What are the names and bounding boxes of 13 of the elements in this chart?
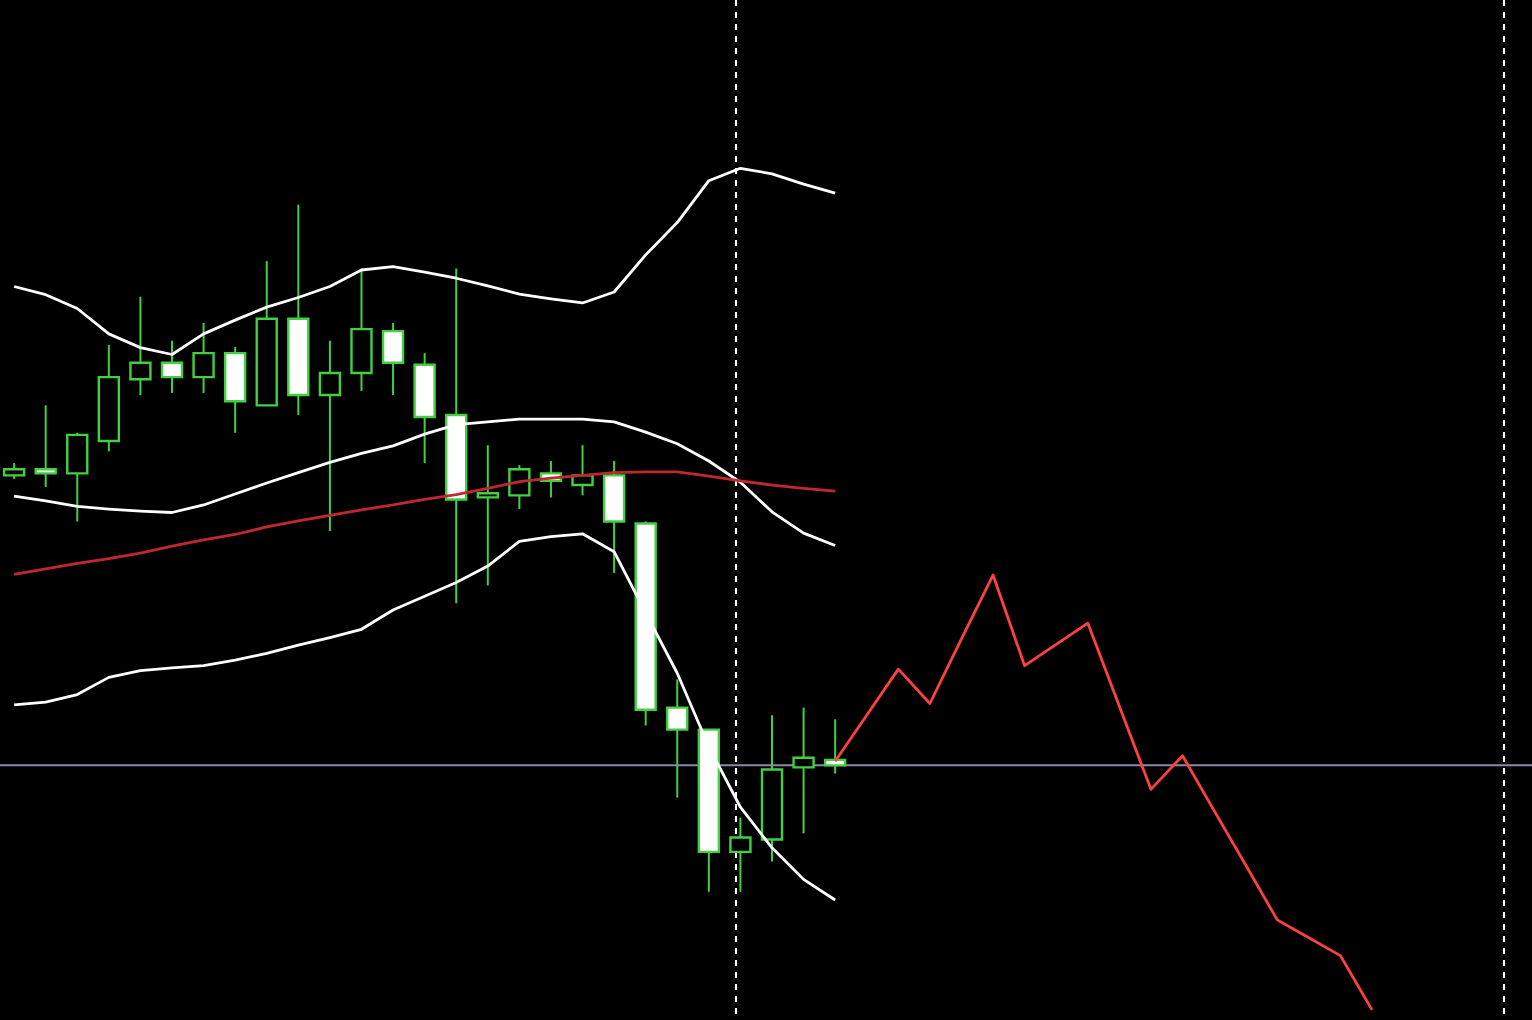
candlestick: [192, 321, 215, 394]
candlestick: [666, 678, 689, 799]
candlestick: [350, 267, 373, 392]
candlestick: [823, 718, 847, 775]
candlestick: [729, 816, 752, 893]
candlestick: [792, 706, 815, 835]
candlestick: [318, 339, 342, 533]
candlestick: [129, 295, 152, 397]
candlestick: [508, 464, 531, 511]
candlestick: [34, 404, 57, 489]
candlestick: [476, 444, 499, 587]
candlestick: [381, 321, 405, 397]
candlestick: [66, 431, 89, 523]
